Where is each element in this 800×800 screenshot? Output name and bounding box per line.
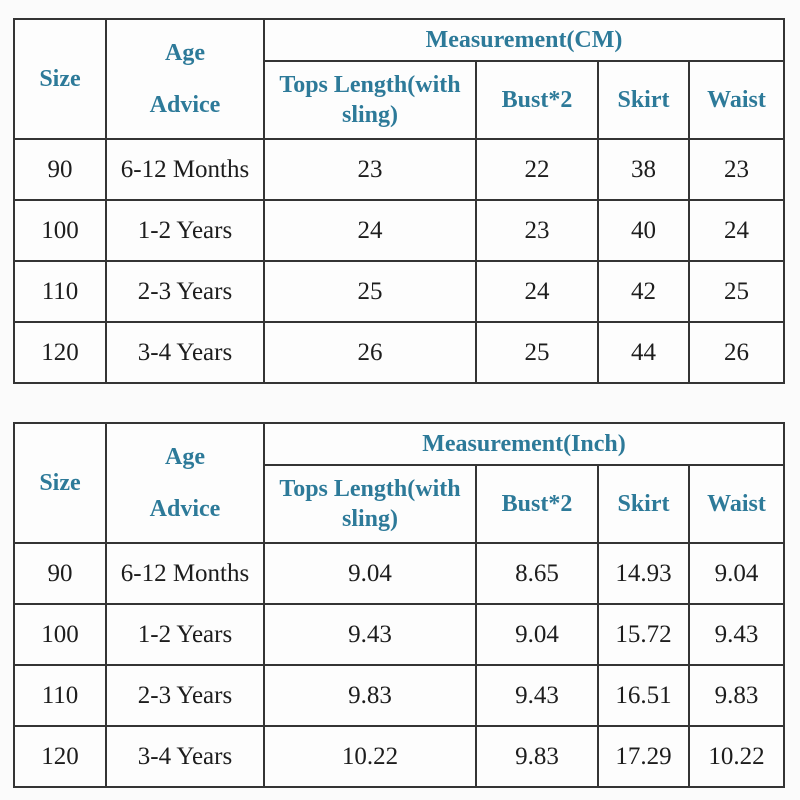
waist-cell: 23 <box>687 138 786 201</box>
age-cell: 6-12 Months <box>105 542 265 605</box>
skirt-cell: 44 <box>597 321 690 384</box>
waist-column-header: Waist <box>687 60 786 140</box>
tops-length-cell: 24 <box>263 199 477 262</box>
age-advice-column-header: Age Advice <box>105 18 265 140</box>
tops-length-cell: 10.22 <box>263 725 477 788</box>
age-cell: 6-12 Months <box>105 138 265 201</box>
table-row: 110 2-3 Years 25 24 42 25 <box>13 260 786 323</box>
bust-cell: 25 <box>475 321 599 384</box>
bust-cell: 22 <box>475 138 599 201</box>
age-cell: 2-3 Years <box>105 664 265 727</box>
table-row: 100 1-2 Years 9.43 9.04 15.72 9.43 <box>13 603 786 666</box>
measurement-group-header: Measurement(CM) <box>262 18 786 62</box>
size-table-cm: Size Age Advice Measurement(CM) Tops Len… <box>13 18 786 384</box>
measurement-group-header: Measurement(Inch) <box>262 422 786 466</box>
bust-cell: 9.43 <box>475 664 599 727</box>
age-cell: 3-4 Years <box>105 725 265 788</box>
size-cell: 110 <box>13 664 107 727</box>
skirt-cell: 42 <box>597 260 690 323</box>
age-cell: 3-4 Years <box>105 321 265 384</box>
age-cell: 1-2 Years <box>105 603 265 666</box>
size-cell: 100 <box>13 199 107 262</box>
age-header-line1: Age <box>165 40 205 66</box>
size-cell: 120 <box>13 321 107 384</box>
size-cell: 90 <box>13 542 107 605</box>
waist-cell: 9.04 <box>687 542 786 605</box>
size-cell: 110 <box>13 260 107 323</box>
waist-cell: 10.22 <box>687 725 786 788</box>
age-cell: 1-2 Years <box>105 199 265 262</box>
table-row: 110 2-3 Years 9.83 9.43 16.51 9.83 <box>13 664 786 727</box>
tops-length-cell: 9.04 <box>263 542 477 605</box>
waist-cell: 9.83 <box>687 664 786 727</box>
waist-column-header: Waist <box>687 464 786 544</box>
bust-cell: 24 <box>475 260 599 323</box>
bust-cell: 23 <box>475 199 599 262</box>
skirt-column-header: Skirt <box>597 60 690 140</box>
tops-length-column-header: Tops Length(with sling) <box>263 60 477 140</box>
skirt-cell: 38 <box>597 138 690 201</box>
waist-cell: 25 <box>687 260 786 323</box>
size-table-inch: Size Age Advice Measurement(Inch) Tops L… <box>13 422 786 788</box>
tops-length-cell: 23 <box>263 138 477 201</box>
tops-length-cell: 25 <box>263 260 477 323</box>
tops-length-cell: 9.83 <box>263 664 477 727</box>
age-header-line2: Advice <box>149 92 221 118</box>
age-header-line1: Age <box>165 444 205 470</box>
age-cell: 2-3 Years <box>105 260 265 323</box>
age-header-line2: Advice <box>149 496 221 522</box>
table-row: 90 6-12 Months 9.04 8.65 14.93 9.04 <box>13 542 786 605</box>
waist-cell: 26 <box>687 321 786 384</box>
skirt-cell: 16.51 <box>597 664 690 727</box>
skirt-column-header: Skirt <box>597 464 690 544</box>
skirt-cell: 17.29 <box>597 725 690 788</box>
bust-cell: 9.83 <box>475 725 599 788</box>
tops-length-cell: 9.43 <box>263 603 477 666</box>
table-row: 120 3-4 Years 10.22 9.83 17.29 10.22 <box>13 725 786 788</box>
size-cell: 120 <box>13 725 107 788</box>
size-cell: 100 <box>13 603 107 666</box>
waist-cell: 9.43 <box>687 603 786 666</box>
bust-cell: 8.65 <box>475 542 599 605</box>
tops-length-cell: 26 <box>263 321 477 384</box>
skirt-cell: 14.93 <box>597 542 690 605</box>
bust-column-header: Bust*2 <box>475 60 599 140</box>
size-column-header: Size <box>13 18 107 140</box>
skirt-cell: 15.72 <box>597 603 690 666</box>
bust-cell: 9.04 <box>475 603 599 666</box>
table-row: 90 6-12 Months 23 22 38 23 <box>13 138 786 201</box>
table-row: 120 3-4 Years 26 25 44 26 <box>13 321 786 384</box>
age-advice-column-header: Age Advice <box>105 422 265 544</box>
tops-length-column-header: Tops Length(with sling) <box>263 464 477 544</box>
waist-cell: 24 <box>687 199 786 262</box>
bust-column-header: Bust*2 <box>475 464 599 544</box>
skirt-cell: 40 <box>597 199 690 262</box>
size-column-header: Size <box>13 422 107 544</box>
size-cell: 90 <box>13 138 107 201</box>
table-row: 100 1-2 Years 24 23 40 24 <box>13 199 786 262</box>
